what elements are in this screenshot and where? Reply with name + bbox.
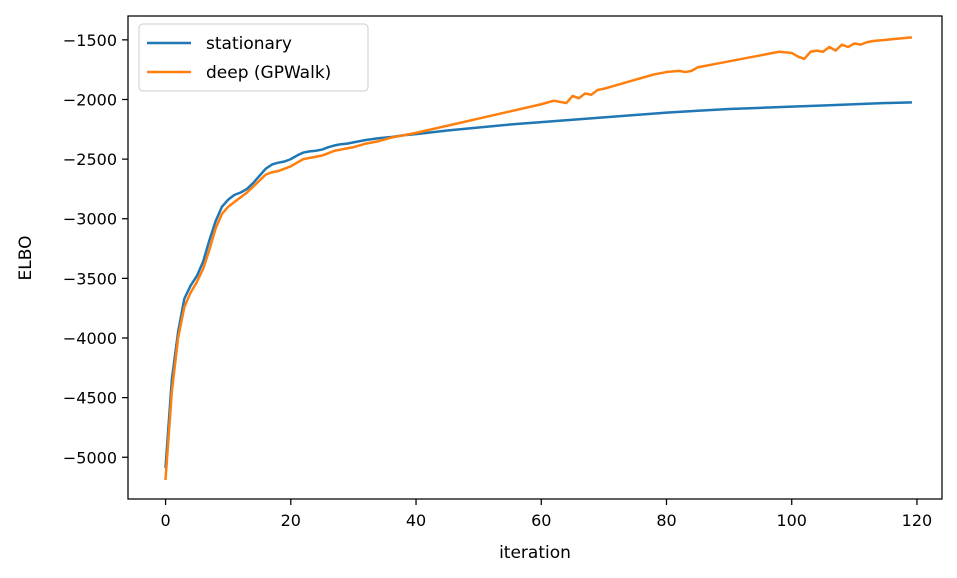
x-tick-label: 100	[776, 511, 807, 530]
legend-label-stationary: stationary	[206, 34, 292, 54]
y-tick-label: −1500	[63, 31, 117, 50]
y-tick-label: −5000	[63, 448, 117, 467]
x-tick-label: 120	[902, 511, 933, 530]
x-tick-label: 80	[656, 511, 676, 530]
y-axis-ticks: −5000 −4500 −4000 −3500 −3000 −2500 −2000 −1500	[63, 31, 128, 467]
series-line-deep-gpwalk	[164, 36, 913, 481]
y-tick-label: −4500	[63, 389, 117, 408]
plot-frame	[127, 15, 943, 500]
x-tick-label: 20	[281, 511, 301, 530]
y-axis-label: ELBO	[16, 236, 36, 281]
x-tick-label: 0	[160, 511, 170, 530]
y-tick-label: −3500	[63, 269, 117, 288]
x-axis-label: iteration	[499, 543, 571, 563]
x-tick-label: 60	[531, 511, 551, 530]
y-tick-label: −2000	[63, 90, 117, 109]
legend-label-deep-gpwalk: deep (GPWalk)	[206, 63, 331, 83]
legend: stationary deep (GPWalk)	[138, 23, 369, 92]
series-layer	[164, 36, 913, 481]
x-tick-label: 40	[406, 511, 426, 530]
legend-box	[138, 23, 369, 92]
y-tick-label: −2500	[63, 150, 117, 169]
y-tick-label: −4000	[63, 329, 117, 348]
x-axis-ticks: 0 20 40 60 80 100 120	[160, 499, 932, 530]
series-line-stationary	[164, 101, 912, 469]
y-tick-label: −3000	[63, 210, 117, 229]
